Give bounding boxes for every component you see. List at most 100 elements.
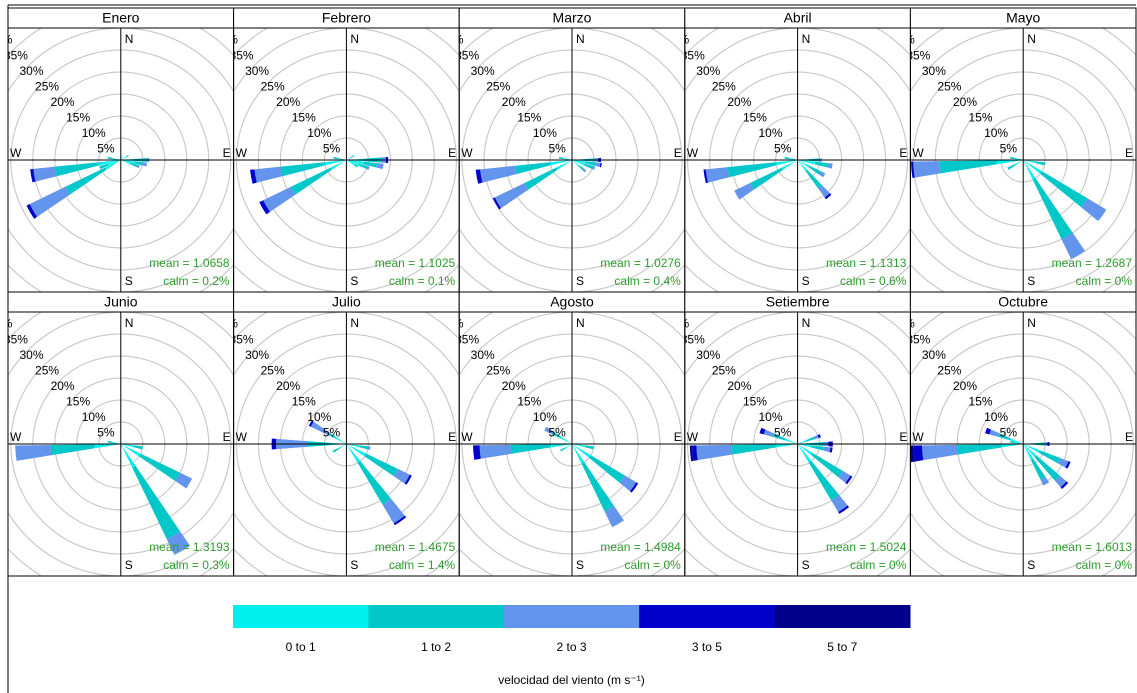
r-tick-label: 25% xyxy=(486,79,510,93)
r-tick-label: 15% xyxy=(292,395,316,409)
r-tick-label: 5% xyxy=(97,426,115,440)
wedge xyxy=(560,436,572,444)
wedge xyxy=(784,438,798,444)
wedge xyxy=(479,444,512,459)
wedge xyxy=(584,445,594,450)
r-tick-label: 30% xyxy=(245,348,269,362)
wedge xyxy=(26,204,38,219)
r-tick-label: 30% xyxy=(471,348,495,362)
wedge xyxy=(120,444,141,457)
compass-e: E xyxy=(223,430,231,444)
wedge xyxy=(112,157,121,160)
wedge xyxy=(797,444,811,448)
r-tick-label: 20% xyxy=(502,379,526,393)
wedge xyxy=(845,475,853,485)
wedge xyxy=(572,160,585,166)
compass-w: W xyxy=(236,146,248,160)
wedge xyxy=(1023,444,1040,453)
wedge xyxy=(29,186,70,217)
wedge xyxy=(558,156,564,160)
wedge xyxy=(689,445,694,462)
wedge xyxy=(338,444,347,449)
r-tick-label: 25% xyxy=(35,363,59,377)
wedge xyxy=(1007,163,1016,170)
panel-title: Abril xyxy=(784,10,812,26)
wedge xyxy=(629,482,639,493)
compass-s: S xyxy=(125,274,133,288)
wedge xyxy=(550,444,572,448)
wedge xyxy=(126,155,129,158)
r-tick-label: 20% xyxy=(727,95,751,109)
wedge xyxy=(810,445,824,451)
wedge xyxy=(996,160,1024,165)
wedge xyxy=(107,156,113,160)
compass-e: E xyxy=(448,430,456,444)
wedge xyxy=(775,444,798,448)
wedge xyxy=(692,445,698,461)
wedge xyxy=(838,505,850,514)
wedge xyxy=(775,160,798,166)
r-tick-label: 20% xyxy=(276,379,300,393)
wedge xyxy=(727,162,777,178)
r-tick-label: 20% xyxy=(953,379,977,393)
wedge xyxy=(556,160,572,170)
wedge xyxy=(797,160,810,168)
wedge xyxy=(330,160,347,170)
compass-s: S xyxy=(576,558,584,572)
wedge xyxy=(552,431,562,439)
wedge xyxy=(1014,157,1024,160)
wedge xyxy=(480,165,517,183)
r-tick-label: 25% xyxy=(35,79,59,93)
r-tick-label: 40% xyxy=(0,33,13,47)
compass-s: S xyxy=(350,558,358,572)
wedge xyxy=(108,160,121,166)
wedge xyxy=(404,474,412,485)
wedge xyxy=(346,444,367,457)
wedge xyxy=(120,160,134,164)
wedge xyxy=(510,444,551,454)
r-tick-label: 25% xyxy=(937,363,961,377)
wedge xyxy=(581,462,615,512)
wedge xyxy=(353,163,359,168)
wedge xyxy=(351,155,355,158)
mean-label: mean = 1.4984 xyxy=(600,540,681,554)
wedge xyxy=(1040,171,1088,208)
compass-w: W xyxy=(687,146,699,160)
wedge xyxy=(705,167,730,183)
r-tick-label: 5% xyxy=(548,426,566,440)
wedge xyxy=(346,160,360,166)
r-tick-label: 30% xyxy=(696,348,720,362)
panel-title: Agosto xyxy=(550,294,594,310)
wedge xyxy=(797,444,813,456)
wedge xyxy=(750,167,784,190)
wedge xyxy=(308,420,314,427)
mean-label: mean = 1.4675 xyxy=(375,540,456,554)
wedge xyxy=(94,444,121,449)
wedge xyxy=(819,171,826,178)
wedge xyxy=(584,163,594,170)
r-tick-label: 25% xyxy=(261,79,285,93)
wedge xyxy=(98,160,121,166)
wedge xyxy=(913,161,941,178)
r-tick-label: 20% xyxy=(502,95,526,109)
r-tick-label: 40% xyxy=(440,33,464,47)
r-tick-label: 30% xyxy=(922,348,946,362)
r-tick-label: 10% xyxy=(984,410,1008,424)
wedge xyxy=(772,433,786,441)
wedge xyxy=(989,429,1000,437)
calm-label: calm = 1.4% xyxy=(389,558,456,572)
wedge xyxy=(120,156,127,160)
wedge xyxy=(797,160,807,171)
wedge xyxy=(393,468,410,484)
wedge xyxy=(280,162,326,177)
compass-s: S xyxy=(1027,274,1035,288)
wedge xyxy=(346,444,361,463)
wedge xyxy=(1038,450,1061,464)
wedge xyxy=(30,168,36,183)
wedge xyxy=(1081,198,1107,222)
compass-e: E xyxy=(899,146,907,160)
calm-label: calm = 0% xyxy=(1076,558,1133,572)
